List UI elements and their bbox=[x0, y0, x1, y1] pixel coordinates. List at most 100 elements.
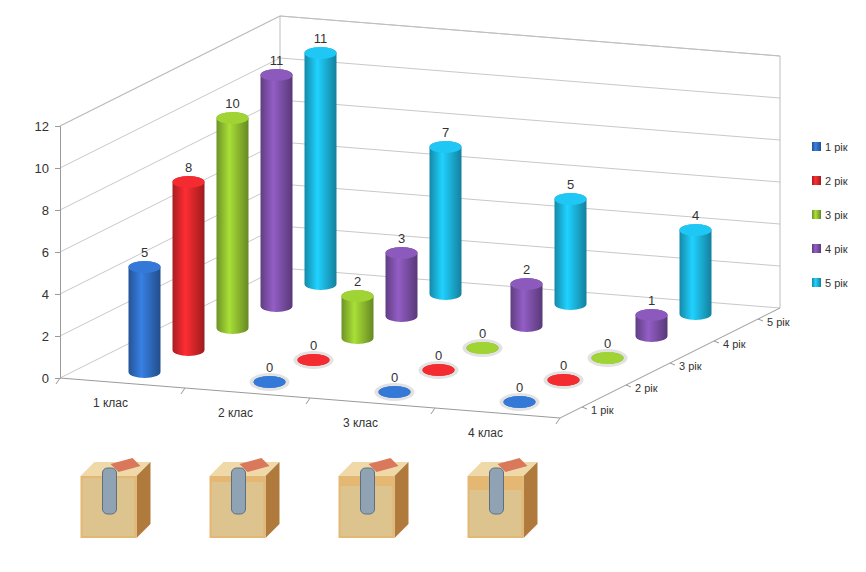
y-tick-label: 12 bbox=[35, 119, 49, 134]
cylinder bbox=[430, 141, 462, 300]
cylinder-top bbox=[548, 374, 580, 386]
y-tick-mark bbox=[55, 294, 60, 295]
grid-line-left-wall bbox=[60, 16, 280, 126]
implant-icon bbox=[339, 458, 409, 538]
data-label: 11 bbox=[314, 31, 328, 46]
cylinder bbox=[261, 69, 293, 312]
y-tick-label: 10 bbox=[35, 161, 49, 176]
cylinder-top bbox=[430, 141, 462, 153]
cylinder bbox=[254, 376, 286, 388]
cylinder bbox=[467, 342, 499, 354]
data-label: 0 bbox=[310, 338, 317, 353]
depth-tick bbox=[758, 319, 763, 321]
depth-tick-label: 1 рік bbox=[591, 404, 614, 416]
cylinder bbox=[592, 352, 624, 364]
data-label: 7 bbox=[442, 125, 449, 140]
icon-screw bbox=[232, 468, 246, 514]
legend-label: 4 рік bbox=[825, 243, 848, 255]
legend-label: 1 рік bbox=[825, 141, 848, 153]
category-divider bbox=[306, 398, 310, 404]
data-labels: 11754113211020080005000 bbox=[141, 31, 699, 395]
category-divider bbox=[556, 418, 560, 424]
depth-tick-label: 3 рік bbox=[679, 360, 702, 372]
grid-line-back-wall bbox=[280, 184, 780, 224]
y-tick-label: 6 bbox=[42, 245, 49, 260]
cylinder-top bbox=[261, 69, 293, 81]
data-label: 4 bbox=[692, 208, 699, 223]
icon-side bbox=[137, 462, 151, 538]
y-tick-label: 2 bbox=[42, 329, 49, 344]
depth-tick-label: 5 рік bbox=[767, 316, 790, 328]
cylinder-top bbox=[254, 376, 286, 388]
category-divider bbox=[181, 388, 185, 394]
grid-line-back-wall bbox=[280, 142, 780, 182]
category-divider bbox=[56, 378, 60, 384]
icon-side bbox=[266, 462, 280, 538]
disc-shadow bbox=[544, 371, 584, 389]
legend-swatch bbox=[812, 210, 821, 219]
depth-tick bbox=[714, 341, 719, 343]
y-tick-mark bbox=[55, 210, 60, 211]
icon-screw bbox=[490, 468, 504, 514]
legend-swatch bbox=[812, 244, 821, 253]
floor-depth-edge bbox=[560, 308, 780, 418]
depth-tick-label: 4 рік bbox=[723, 338, 746, 350]
icon-cap bbox=[111, 458, 141, 472]
icon-cap bbox=[369, 458, 399, 472]
disc-shadow bbox=[588, 349, 628, 367]
data-label: 2 bbox=[523, 262, 530, 277]
cylinder bbox=[680, 224, 712, 320]
y-tick-label: 8 bbox=[42, 203, 49, 218]
cylinder bbox=[173, 176, 205, 356]
wall-edge bbox=[60, 16, 280, 126]
cylinder-top bbox=[298, 354, 330, 366]
chart: 024681012117541132110200800050001 клас2 … bbox=[0, 0, 866, 572]
legend-swatch bbox=[812, 176, 821, 185]
cylinder-top bbox=[555, 193, 587, 205]
y-tick-label: 0 bbox=[42, 371, 49, 386]
data-label: 2 bbox=[354, 274, 361, 289]
cylinder-top bbox=[129, 261, 161, 273]
data-label: 0 bbox=[479, 326, 486, 341]
cylinder bbox=[217, 112, 249, 334]
cylinder bbox=[504, 396, 536, 408]
icon-side bbox=[395, 462, 409, 538]
disc-shadow bbox=[500, 393, 540, 411]
icon-screw bbox=[361, 468, 375, 514]
legend-swatch bbox=[812, 142, 821, 151]
icon-side bbox=[524, 462, 538, 538]
cylinder bbox=[298, 354, 330, 366]
grid-line-back-wall bbox=[280, 16, 780, 56]
data-label: 0 bbox=[604, 336, 611, 351]
implant-icon bbox=[210, 458, 280, 538]
grid-line-back-wall bbox=[280, 58, 780, 98]
data-label: 3 bbox=[398, 231, 405, 246]
data-label: 5 bbox=[141, 245, 148, 260]
walls bbox=[56, 16, 780, 424]
y-tick: 8 bbox=[42, 203, 60, 218]
data-label: 0 bbox=[560, 358, 567, 373]
cylinder bbox=[386, 247, 418, 322]
y-tick: 12 bbox=[35, 119, 60, 134]
y-tick-mark bbox=[55, 378, 60, 379]
icon-cap bbox=[240, 458, 270, 472]
y-tick-mark bbox=[55, 252, 60, 253]
cylinder bbox=[342, 290, 374, 344]
depth-tick bbox=[626, 385, 631, 387]
cylinder-top bbox=[592, 352, 624, 364]
x-axis: 1 клас2 клас3 клас4 клас bbox=[93, 396, 503, 440]
cylinder-top bbox=[504, 396, 536, 408]
y-tick: 4 bbox=[42, 287, 60, 302]
cylinder bbox=[511, 278, 543, 332]
grid-line-back-wall bbox=[280, 100, 780, 140]
y-tick: 0 bbox=[42, 371, 60, 386]
implant-icons bbox=[81, 458, 538, 538]
x-tick-label: 1 клас bbox=[93, 396, 128, 410]
legend-label: 3 рік bbox=[825, 209, 848, 221]
cylinder bbox=[555, 193, 587, 310]
cylinder-top bbox=[511, 278, 543, 290]
depth-tick bbox=[670, 363, 675, 365]
cylinder bbox=[548, 374, 580, 386]
depth-tick-label: 2 рік bbox=[635, 382, 658, 394]
y-tick: 6 bbox=[42, 245, 60, 260]
